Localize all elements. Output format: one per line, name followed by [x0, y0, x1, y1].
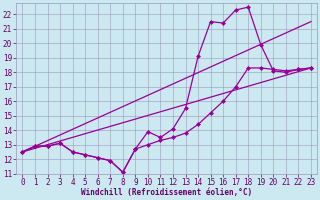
- X-axis label: Windchill (Refroidissement éolien,°C): Windchill (Refroidissement éolien,°C): [81, 188, 252, 197]
